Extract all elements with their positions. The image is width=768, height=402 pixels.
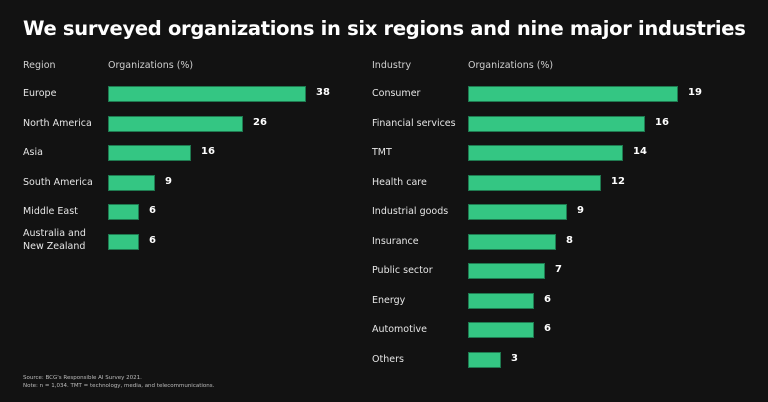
industry-value-label: 3 bbox=[511, 353, 518, 364]
region-value-label: 16 bbox=[201, 146, 215, 157]
sample-note: Note: n = 1,034. TMT = technology, media… bbox=[23, 383, 215, 389]
industry-bar bbox=[468, 322, 534, 338]
industry-category-label: Health care bbox=[372, 177, 427, 188]
industry-bar bbox=[468, 145, 623, 161]
region-value-label: 6 bbox=[149, 235, 156, 246]
region-category-label: Middle East bbox=[23, 206, 78, 217]
industry-value-label: 6 bbox=[544, 323, 551, 334]
industry-bar bbox=[468, 175, 601, 191]
source-note: Source: BCG's Responsible AI Survey 2021… bbox=[23, 375, 142, 381]
industry-bar bbox=[468, 234, 556, 250]
page-title: We surveyed organizations in six regions… bbox=[23, 17, 746, 40]
region-bar bbox=[108, 86, 306, 102]
industry-bar bbox=[468, 204, 567, 220]
industry-value-label: 8 bbox=[566, 235, 573, 246]
industry-category-label: Consumer bbox=[372, 88, 421, 99]
region-value-label: 9 bbox=[165, 176, 172, 187]
industry-category-label: Industrial goods bbox=[372, 206, 449, 217]
region-category-label: Asia bbox=[23, 147, 43, 158]
region-category-label: Australia and New Zealand bbox=[23, 228, 86, 252]
industry-category-label: Insurance bbox=[372, 236, 419, 247]
industry-value-label: 9 bbox=[577, 205, 584, 216]
industry-value-label: 14 bbox=[633, 146, 647, 157]
industry-bar bbox=[468, 293, 534, 309]
region-value-header: Organizations (%) bbox=[108, 60, 194, 71]
industry-bar bbox=[468, 116, 645, 132]
industry-bar bbox=[468, 263, 545, 279]
region-value-label: 38 bbox=[316, 87, 330, 98]
industry-category-label: Public sector bbox=[372, 265, 433, 276]
region-bar bbox=[108, 234, 139, 250]
industry-category-label: Others bbox=[372, 354, 404, 365]
region-category-label: Europe bbox=[23, 88, 57, 99]
industry-category-label: Energy bbox=[372, 295, 406, 306]
industry-value-label: 19 bbox=[688, 87, 702, 98]
industry-bar bbox=[468, 352, 501, 368]
industry-category-label: Automotive bbox=[372, 324, 427, 335]
region-category-header: Region bbox=[23, 60, 56, 71]
region-bar bbox=[108, 204, 139, 220]
industry-bar bbox=[468, 86, 678, 102]
region-category-label: South America bbox=[23, 177, 93, 188]
industry-value-label: 7 bbox=[555, 264, 562, 275]
industry-value-header: Organizations (%) bbox=[468, 60, 554, 71]
industry-category-header: Industry bbox=[372, 60, 412, 71]
region-bar bbox=[108, 116, 243, 132]
industry-category-label: Financial services bbox=[372, 118, 456, 129]
industry-value-label: 16 bbox=[655, 117, 669, 128]
region-category-label: North America bbox=[23, 118, 92, 129]
industry-category-label: TMT bbox=[372, 147, 392, 158]
region-bar bbox=[108, 175, 155, 191]
industry-value-label: 6 bbox=[544, 294, 551, 305]
region-value-label: 26 bbox=[253, 117, 267, 128]
region-bar bbox=[108, 145, 191, 161]
industry-value-label: 12 bbox=[611, 176, 625, 187]
region-value-label: 6 bbox=[149, 205, 156, 216]
